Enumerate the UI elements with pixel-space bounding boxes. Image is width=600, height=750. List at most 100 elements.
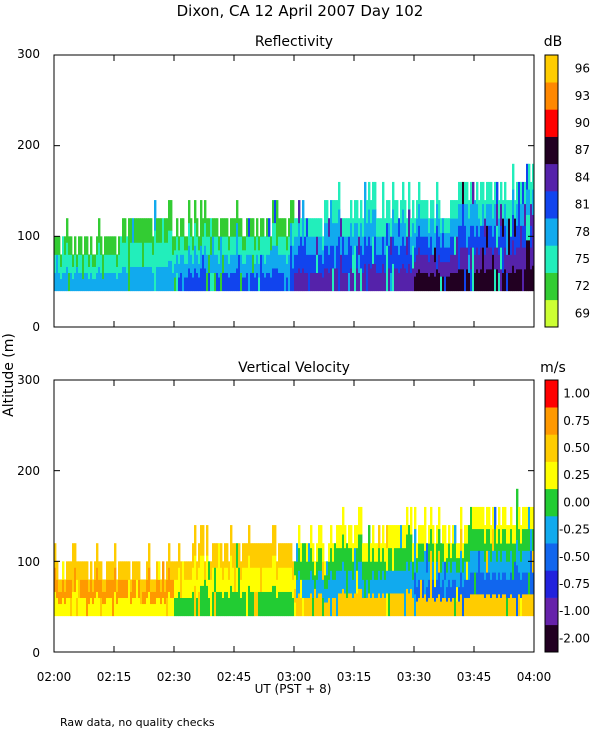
field-cell: [414, 276, 417, 292]
field-cell: [338, 525, 341, 549]
field-cell: [428, 247, 431, 263]
field-cell: [76, 561, 79, 580]
field-cell: [346, 218, 349, 237]
field-cell: [342, 588, 345, 617]
field-cell: [358, 506, 361, 535]
field-cell: [196, 597, 199, 617]
field-cell: [140, 603, 143, 617]
field-cell: [454, 236, 457, 255]
field-cell: [296, 579, 299, 598]
field-cell: [396, 222, 399, 246]
field-cell: [452, 254, 455, 273]
field-cell: [98, 266, 101, 292]
velocity-x-tick-labels: 02:00 02:15 02:30 02:45 03:00 03:15 03:30 03:45…: [37, 670, 552, 684]
x-tick-label: 03:45: [457, 670, 492, 684]
field-cell: [314, 236, 317, 255]
x-tick-label: 03:15: [337, 670, 372, 684]
field-cell: [416, 200, 419, 219]
field-cell: [442, 276, 445, 292]
field-cell: [504, 268, 507, 292]
field-cell: [190, 597, 193, 617]
field-cell: [456, 543, 459, 559]
field-cell: [380, 597, 383, 617]
field-cell: [432, 597, 435, 617]
field-cell: [438, 593, 441, 617]
field-cell: [254, 263, 257, 278]
field-cell: [516, 181, 519, 205]
field-cell: [96, 254, 99, 273]
field-cell: [174, 597, 177, 617]
field-cell: [372, 525, 375, 549]
field-cell: [208, 254, 211, 273]
field-cell: [424, 593, 427, 617]
field-cell: [64, 272, 67, 292]
field-cell: [112, 579, 115, 598]
field-cell: [212, 254, 215, 273]
field-cell: [216, 591, 219, 617]
field-cell: [116, 278, 119, 292]
field-cell: [364, 597, 367, 617]
field-cell: [476, 593, 479, 617]
field-cell: [176, 236, 179, 255]
field-cell: [356, 245, 359, 269]
field-cell: [392, 209, 395, 237]
field-cell: [354, 593, 357, 617]
field-cell: [426, 543, 429, 559]
field-cell: [312, 236, 315, 255]
field-cell: [338, 263, 341, 292]
field-cell: [514, 525, 517, 544]
field-cell: [468, 579, 471, 598]
field-cell: [514, 200, 517, 219]
field-cell: [458, 203, 461, 226]
field-cell: [328, 543, 331, 562]
field-cell: [212, 236, 215, 255]
field-cell: [270, 236, 273, 251]
field-cell: [458, 225, 461, 248]
field-cell: [362, 236, 365, 255]
field-cell: [190, 254, 193, 273]
field-cell: [406, 561, 409, 589]
field-cell: [188, 268, 191, 292]
field-cell: [78, 254, 81, 273]
field-cell: [394, 268, 397, 292]
field-cell: [104, 272, 107, 292]
field-cell: [490, 597, 493, 617]
field-cell: [314, 561, 317, 576]
field-cell: [350, 200, 353, 224]
colorbar-swatch: [545, 624, 558, 653]
field-cell: [308, 236, 311, 255]
field-cell: [348, 547, 351, 571]
field-cell: [324, 245, 327, 269]
field-cell: [114, 254, 117, 273]
field-cell: [462, 247, 465, 270]
field-cell: [234, 218, 237, 237]
field-cell: [210, 254, 213, 273]
field-cell: [434, 218, 437, 234]
field-cell: [236, 543, 239, 568]
field-cell: [216, 272, 219, 292]
field-cell: [304, 236, 307, 255]
field-cell: [80, 579, 83, 598]
field-cell: [186, 561, 189, 580]
field-cell: [88, 603, 91, 617]
field-cell: [268, 236, 271, 255]
field-cell: [428, 232, 431, 248]
field-cell: [220, 591, 223, 617]
field-cell: [274, 525, 277, 556]
field-cell: [80, 254, 83, 273]
field-cell: [282, 567, 285, 592]
field-cell: [396, 593, 399, 617]
field-cell: [302, 597, 305, 617]
field-cell: [86, 236, 89, 255]
field-cell: [368, 209, 371, 237]
field-cell: [82, 254, 85, 267]
field-cell: [430, 528, 433, 551]
field-cell: [320, 236, 323, 255]
field-cell: [420, 272, 423, 292]
field-cell: [532, 163, 535, 190]
field-cell: [480, 528, 483, 551]
field-cell: [254, 277, 257, 292]
field-cell: [292, 200, 295, 224]
field-cell: [240, 561, 243, 580]
field-cell: [278, 218, 281, 237]
